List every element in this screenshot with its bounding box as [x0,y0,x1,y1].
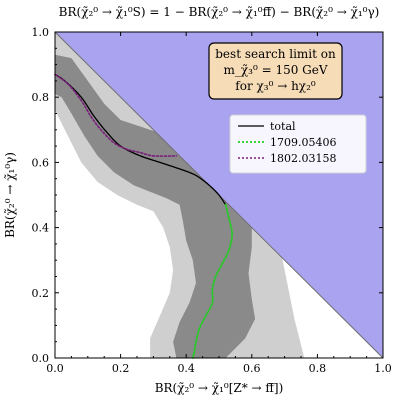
annotation-box-background [208,42,343,100]
legend-label-1: 1709.05406 [270,136,336,149]
y-axis-label: BR(χ̃₂⁰ → χ̃₁⁰γ) [3,152,17,238]
x-tick-label-3: 0.6 [243,362,261,375]
x-axis-label: BR(χ̃₂⁰ → χ̃₁⁰[Z* → ff̄]) [155,381,284,395]
plot-area [54,31,384,359]
x-tick-label-5: 1.0 [374,362,392,375]
series-line-0 [54,73,227,206]
y-tick-label-4: 0.8 [32,91,50,104]
chart-title: BR(χ̃₂⁰ → χ̃₁⁰S) = 1 − BR(χ̃₂⁰ → χ̃₁⁰ff̄… [59,5,380,19]
y-tick-label-1: 0.2 [32,287,50,300]
x-tick-label-1: 0.2 [112,362,130,375]
series-line-1 [191,203,234,359]
y-tick-label-3: 0.6 [32,156,50,169]
annotation-line-2: m_χ̃₃⁰ = 150 GeV [223,63,327,77]
y-tick-label-0: 0.0 [32,352,50,365]
annotation-box: best search limit on m_χ̃₃⁰ = 150 GeV fo… [208,42,343,100]
x-tick-label-4: 0.8 [309,362,327,375]
series-line-2 [54,73,178,157]
annotation-line-1: best search limit on [215,47,336,61]
annotation-line-3: for χ₃⁰ → hχ₂⁰ [235,79,316,93]
y-tick-label-2: 0.4 [32,222,50,235]
legend-label-0: total [270,120,296,133]
axes: 0.00.0 0.2 0.2 0.4 0.4 0.6 0.6 0.8 0.8 1.0 1.0 [32,26,392,375]
legend-label-2: 1802.03158 [270,152,336,165]
legend: total 1709.05406 1802.03158 [229,114,367,174]
x-tick-label-2: 0.4 [177,362,195,375]
x-tick-label-0: 0.0 [46,362,64,375]
y-tick-label-5: 1.0 [32,26,50,39]
